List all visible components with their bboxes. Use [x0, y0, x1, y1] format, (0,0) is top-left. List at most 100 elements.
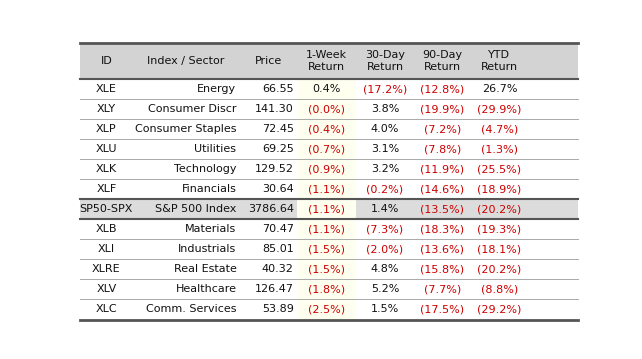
Text: 1.4%: 1.4%: [371, 204, 399, 214]
Text: (0.9%): (0.9%): [308, 164, 345, 174]
Text: XLP: XLP: [96, 124, 117, 134]
Text: XLB: XLB: [96, 224, 117, 234]
Bar: [297, 79, 356, 99]
Text: (4.7%): (4.7%): [481, 124, 518, 134]
Text: (17.5%): (17.5%): [420, 304, 464, 314]
Text: Index / Sector: Index / Sector: [147, 56, 225, 66]
Text: (1.3%): (1.3%): [481, 144, 518, 154]
Text: (1.1%): (1.1%): [308, 184, 345, 194]
Bar: [80, 119, 578, 139]
Text: SP50-SPX: SP50-SPX: [80, 204, 133, 214]
Bar: [297, 299, 356, 320]
Text: Consumer Staples: Consumer Staples: [135, 124, 236, 134]
Text: 1-Week
Return: 1-Week Return: [306, 50, 347, 72]
Text: 141.30: 141.30: [255, 104, 293, 114]
Text: 26.7%: 26.7%: [482, 84, 517, 94]
Bar: [80, 239, 578, 260]
Text: (0.4%): (0.4%): [308, 124, 345, 134]
Text: Consumer Discr: Consumer Discr: [148, 104, 236, 114]
Text: 3786.64: 3786.64: [248, 204, 293, 214]
Text: XLF: XLF: [96, 184, 116, 194]
Text: 126.47: 126.47: [255, 284, 293, 294]
Text: (14.6%): (14.6%): [420, 184, 464, 194]
Text: (18.3%): (18.3%): [420, 224, 464, 234]
Text: (1.1%): (1.1%): [308, 224, 345, 234]
Bar: [297, 239, 356, 260]
Text: 5.2%: 5.2%: [371, 284, 399, 294]
Text: (29.9%): (29.9%): [477, 104, 521, 114]
Text: (1.5%): (1.5%): [308, 244, 345, 255]
Text: (18.9%): (18.9%): [477, 184, 521, 194]
Bar: [297, 219, 356, 239]
Bar: [80, 139, 578, 159]
Text: XLK: XLK: [96, 164, 117, 174]
Text: (0.7%): (0.7%): [308, 144, 345, 154]
Text: Technology: Technology: [174, 164, 236, 174]
Text: 3.8%: 3.8%: [371, 104, 399, 114]
Text: (18.1%): (18.1%): [478, 244, 521, 255]
Text: (29.2%): (29.2%): [477, 304, 521, 314]
Text: 4.0%: 4.0%: [371, 124, 399, 134]
Text: (2.5%): (2.5%): [308, 304, 345, 314]
Text: Comm. Services: Comm. Services: [146, 304, 236, 314]
Text: Financials: Financials: [182, 184, 236, 194]
Text: 70.47: 70.47: [262, 224, 293, 234]
Bar: [297, 279, 356, 299]
Text: (2.0%): (2.0%): [367, 244, 404, 255]
Bar: [297, 139, 356, 159]
Text: (0.0%): (0.0%): [308, 104, 345, 114]
Text: Price: Price: [254, 56, 282, 66]
Text: 3.2%: 3.2%: [371, 164, 399, 174]
Text: (25.5%): (25.5%): [478, 164, 521, 174]
Text: Materials: Materials: [186, 224, 236, 234]
Text: (12.8%): (12.8%): [420, 84, 464, 94]
Text: ID: ID: [101, 56, 112, 66]
Text: XLRE: XLRE: [92, 265, 121, 274]
Text: (11.9%): (11.9%): [420, 164, 464, 174]
Bar: [80, 159, 578, 179]
Text: 69.25: 69.25: [262, 144, 293, 154]
Bar: [297, 199, 356, 219]
Text: 30.64: 30.64: [262, 184, 293, 194]
Text: 129.52: 129.52: [255, 164, 293, 174]
Text: XLV: XLV: [96, 284, 116, 294]
Text: 4.8%: 4.8%: [370, 265, 399, 274]
Text: XLC: XLC: [96, 304, 117, 314]
Text: Real Estate: Real Estate: [173, 265, 236, 274]
Bar: [297, 119, 356, 139]
Text: YTD
Return: YTD Return: [481, 50, 518, 72]
Text: 3.1%: 3.1%: [371, 144, 399, 154]
Text: (7.7%): (7.7%): [424, 284, 461, 294]
Bar: [297, 159, 356, 179]
Bar: [80, 179, 578, 199]
Text: (7.8%): (7.8%): [424, 144, 461, 154]
Text: (1.1%): (1.1%): [308, 204, 345, 214]
Text: (7.2%): (7.2%): [424, 124, 461, 134]
Text: (7.3%): (7.3%): [367, 224, 404, 234]
Text: 30-Day
Return: 30-Day Return: [365, 50, 405, 72]
Text: (1.8%): (1.8%): [308, 284, 345, 294]
Bar: [80, 99, 578, 119]
Bar: [297, 260, 356, 279]
Text: (0.2%): (0.2%): [367, 184, 404, 194]
Text: (8.8%): (8.8%): [481, 284, 518, 294]
Bar: [80, 219, 578, 239]
Text: Healthcare: Healthcare: [175, 284, 236, 294]
Text: 53.89: 53.89: [262, 304, 293, 314]
Text: (19.9%): (19.9%): [420, 104, 464, 114]
Text: 66.55: 66.55: [262, 84, 293, 94]
Text: (19.3%): (19.3%): [478, 224, 521, 234]
Bar: [297, 179, 356, 199]
Text: (20.2%): (20.2%): [477, 204, 521, 214]
Bar: [80, 299, 578, 320]
Text: 90-Day
Return: 90-Day Return: [422, 50, 462, 72]
Text: XLY: XLY: [97, 104, 116, 114]
Text: (13.5%): (13.5%): [421, 204, 464, 214]
Text: Industrials: Industrials: [178, 244, 236, 255]
Text: XLE: XLE: [96, 84, 117, 94]
Text: 0.4%: 0.4%: [313, 84, 341, 94]
Text: 72.45: 72.45: [262, 124, 293, 134]
Text: Utilities: Utilities: [195, 144, 236, 154]
Bar: [80, 199, 578, 219]
Text: (17.2%): (17.2%): [363, 84, 407, 94]
